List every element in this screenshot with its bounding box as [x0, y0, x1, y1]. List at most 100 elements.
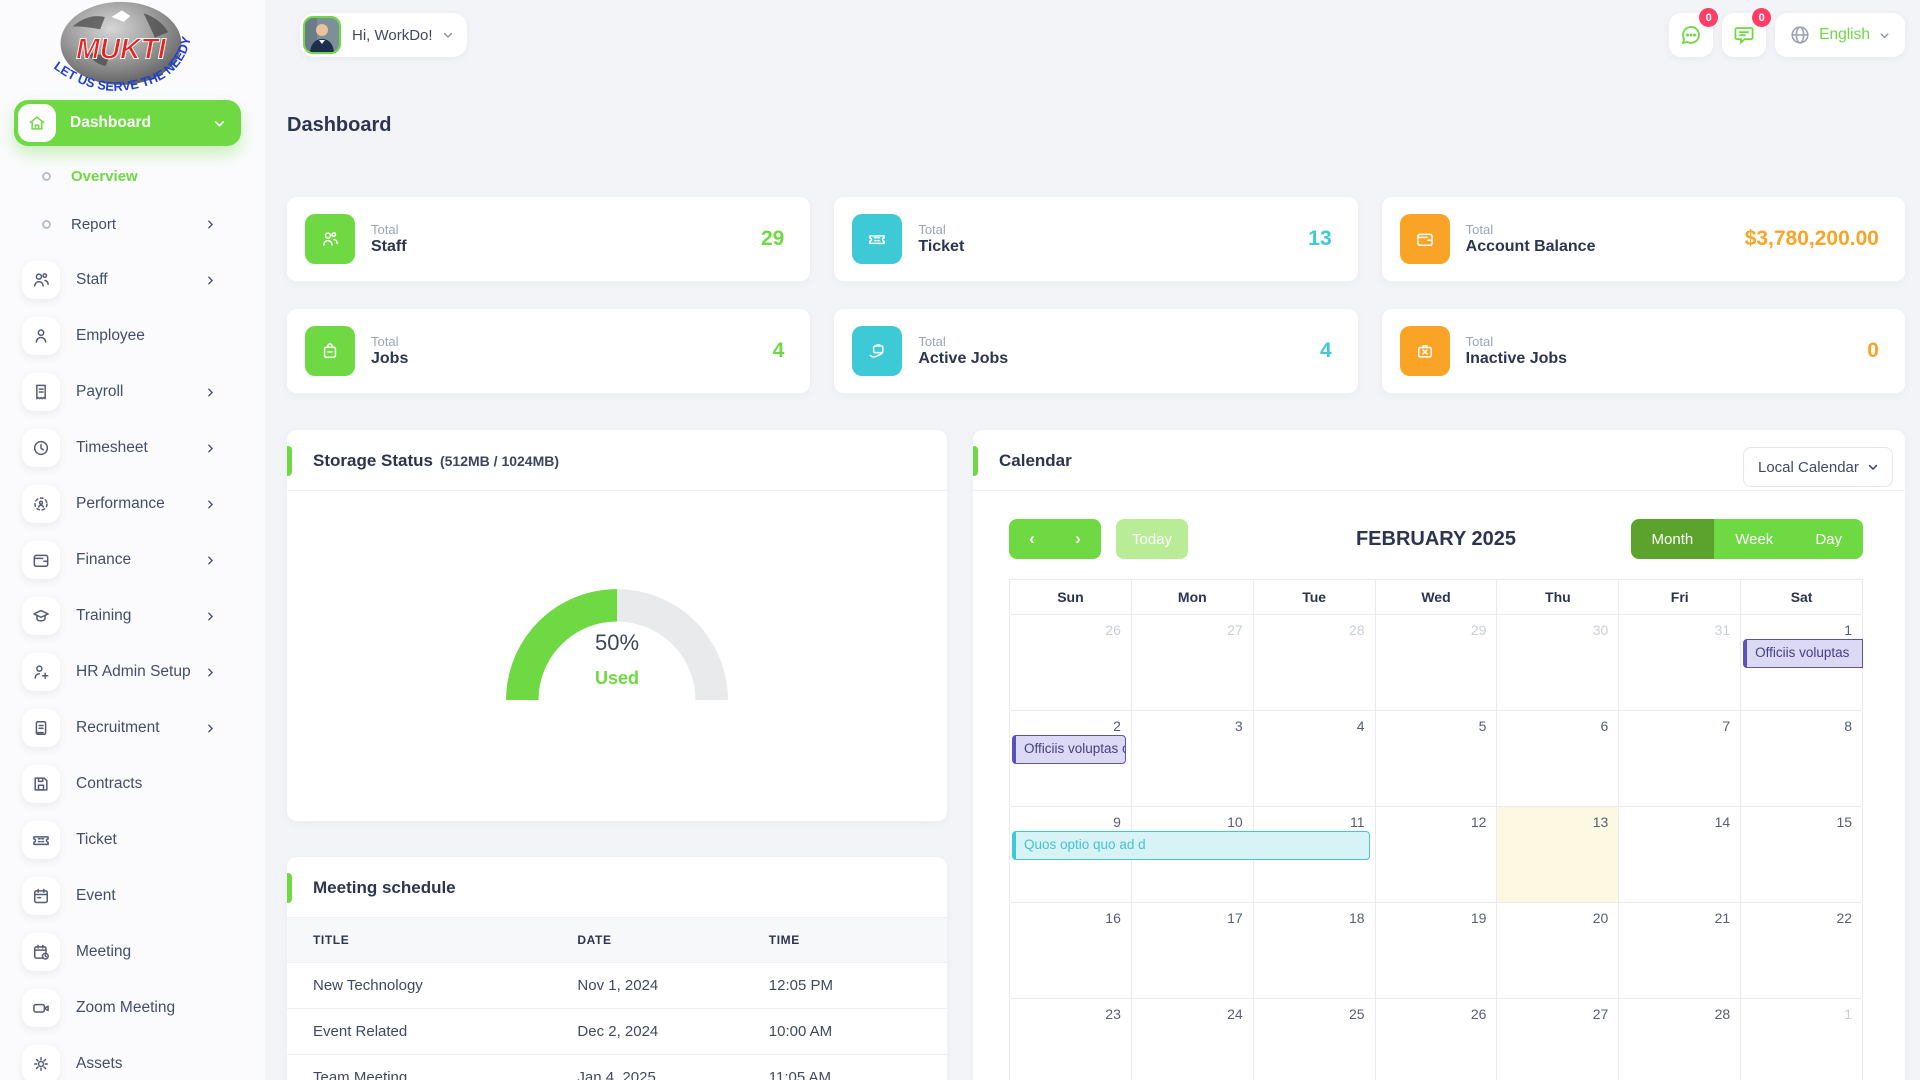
calendar-cell-3[interactable]: 3 [1131, 711, 1254, 807]
sidebar-item-assets[interactable]: Assets [0, 1036, 265, 1080]
calendar-cell-5[interactable]: 5 [1375, 711, 1498, 807]
stat-label: Jobs [371, 350, 409, 367]
day-number: 10 [1227, 814, 1243, 830]
calendar-cell-26-muted[interactable]: 26 [1010, 615, 1132, 711]
calendar-cell-14[interactable]: 14 [1619, 807, 1742, 903]
calendar-view-week[interactable]: Week [1714, 519, 1795, 559]
messages-button[interactable]: 0 [1669, 8, 1719, 57]
calendar-cell-4[interactable]: 4 [1253, 711, 1376, 807]
meeting-row-team-meeting[interactable]: Team Meeting Jan 4, 2025 11:05 AM [287, 1054, 947, 1080]
language-selector[interactable]: English [1775, 13, 1905, 57]
day-number: 19 [1470, 910, 1487, 926]
sidebar-item-ticket[interactable]: Ticket [0, 812, 265, 868]
calendar-today-button[interactable]: Today [1116, 519, 1188, 559]
calendar-cell-27-muted[interactable]: 27 [1131, 615, 1254, 711]
calendar-cell-28-muted[interactable]: 28 [1253, 615, 1376, 711]
calendar-cell-2[interactable]: 2 [1010, 711, 1132, 807]
calendar-cell-23[interactable]: 23 [1010, 999, 1132, 1080]
finance-icon [22, 541, 60, 579]
sidebar-item-payroll[interactable]: Payroll [0, 364, 265, 420]
sidebar-item-performance[interactable]: Performance [0, 476, 265, 532]
notifications-button[interactable]: 0 [1722, 8, 1772, 57]
day-number: 3 [1234, 718, 1243, 734]
calendar-dow-sat: Sat [1741, 580, 1864, 615]
chevron-down-icon [1866, 460, 1880, 474]
stat-card-active-jobs: Total Active Jobs 4 [834, 309, 1358, 393]
calendar-cell-17[interactable]: 17 [1131, 903, 1254, 999]
calendar-source-select[interactable]: Local Calendar [1743, 447, 1893, 487]
storage-percent: 50% [594, 630, 640, 655]
calendar-cell-21[interactable]: 21 [1619, 903, 1742, 999]
calendar-cell-24[interactable]: 24 [1132, 999, 1254, 1080]
calendar-month-title: FEBRUARY 2025 [1355, 527, 1517, 550]
calendar-cell-12[interactable]: 12 [1375, 807, 1498, 903]
calendar-dow-tue: Tue [1253, 580, 1376, 615]
calendar-cell-11[interactable]: 11 [1253, 807, 1376, 903]
calendar-cell-28[interactable]: 28 [1619, 999, 1742, 1080]
meeting-row-new-technology[interactable]: New Technology Nov 1, 2024 12:05 PM [287, 962, 947, 1009]
calendar-cell-1-muted[interactable]: 1 [1741, 999, 1864, 1080]
sidebar-item-employee[interactable]: Employee [0, 308, 265, 364]
calendar-cell-15[interactable]: 15 [1741, 807, 1864, 903]
calendar-event[interactable]: Quos optio quo ad d [1012, 831, 1370, 860]
calendar-week-1: 26 27 28 29 30 31 1 Officiis voluptas [1010, 615, 1864, 711]
sidebar-item-contracts[interactable]: Contracts [0, 756, 265, 812]
meeting-row-event-related[interactable]: Event Related Dec 2, 2024 10:00 AM [287, 1008, 947, 1055]
calendar-event[interactable]: Officiis voluptas [1743, 639, 1863, 668]
calendar-cell-26[interactable]: 26 [1376, 999, 1498, 1080]
language-label: English [1819, 26, 1870, 43]
calendar-prev-button[interactable]: ‹ [1029, 529, 1035, 548]
sidebar-item-meeting[interactable]: Meeting [0, 924, 265, 980]
sidebar-item-event[interactable]: Event [0, 868, 265, 924]
sidebar-item-finance[interactable]: Finance [0, 532, 265, 588]
calendar-cell-27[interactable]: 27 [1497, 999, 1620, 1080]
calendar-cell-16[interactable]: 16 [1010, 903, 1132, 999]
calendar-dow-wed: Wed [1375, 580, 1498, 615]
calendar-event[interactable]: Officiis voluptas c [1012, 735, 1126, 764]
stat-prefix: Total [1465, 334, 1494, 349]
calendar-next-button[interactable]: › [1075, 529, 1081, 548]
calendar-cell-20[interactable]: 20 [1497, 903, 1620, 999]
notifications-badge: 0 [1752, 8, 1772, 27]
sidebar-item-recruitment[interactable]: Recruitment [0, 700, 265, 756]
calendar-week-2: 2 3 4 5 6 7 8 Officiis voluptas c [1010, 711, 1864, 807]
calendar-cell-31-muted[interactable]: 31 [1619, 615, 1742, 711]
sidebar-item-overview[interactable]: Overview [0, 152, 265, 200]
day-number: 20 [1592, 910, 1609, 926]
sidebar-item-hr-admin-setup[interactable]: HR Admin Setup [0, 644, 265, 700]
recruitment-icon [22, 709, 60, 747]
day-number: 24 [1227, 1006, 1243, 1022]
stat-label: Inactive Jobs [1465, 350, 1568, 367]
calendar-dow-thu: Thu [1497, 580, 1620, 615]
hr-admin-icon [22, 653, 60, 691]
sidebar-item-training[interactable]: Training [0, 588, 265, 644]
sidebar-item-timesheet[interactable]: Timesheet [0, 420, 265, 476]
day-number: 22 [1836, 910, 1853, 926]
sidebar-item-staff[interactable]: Staff [0, 252, 265, 308]
calendar-week-3: 9 10 11 12 13 14 15 Quos optio quo ad d [1010, 807, 1864, 903]
zoom-meeting-icon [22, 989, 60, 1027]
calendar-view-month[interactable]: Month [1630, 519, 1715, 559]
user-menu[interactable]: Hi, WorkDo! [300, 13, 467, 57]
day-number: 27 [1592, 1006, 1609, 1022]
calendar-cell-7[interactable]: 7 [1619, 711, 1742, 807]
calendar-cell-6[interactable]: 6 [1497, 711, 1620, 807]
calendar-view-day[interactable]: Day [1794, 519, 1863, 559]
meeting-col-time: TIME [768, 918, 947, 963]
dot-icon [42, 219, 51, 229]
calendar-cell-13[interactable]: 13 [1497, 807, 1620, 903]
calendar-cell-18[interactable]: 18 [1253, 903, 1376, 999]
calendar-cell-8[interactable]: 8 [1741, 711, 1864, 807]
stat-card-ticket: Total Ticket 13 [834, 197, 1358, 281]
sidebar-item-zoom-meeting[interactable]: Zoom Meeting [0, 980, 265, 1036]
calendar-cell-22[interactable]: 22 [1741, 903, 1864, 999]
chevron-right-icon [204, 218, 217, 231]
day-number: 31 [1714, 622, 1731, 638]
chevron-down-icon [212, 116, 227, 131]
calendar-cell-29-muted[interactable]: 29 [1375, 615, 1498, 711]
calendar-cell-30-muted[interactable]: 30 [1497, 615, 1620, 711]
sidebar-item-dashboard[interactable]: Dashboard [14, 100, 241, 146]
calendar-cell-19[interactable]: 19 [1375, 903, 1498, 999]
calendar-cell-25[interactable]: 25 [1254, 999, 1376, 1080]
sidebar-item-report[interactable]: Report [0, 200, 265, 248]
